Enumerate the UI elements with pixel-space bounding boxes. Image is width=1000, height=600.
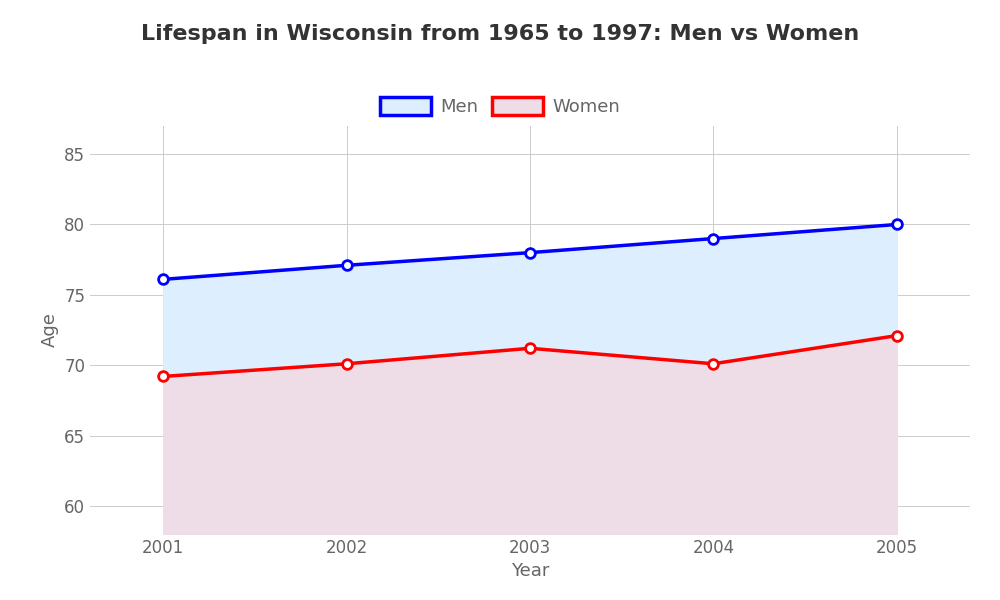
- Text: Lifespan in Wisconsin from 1965 to 1997: Men vs Women: Lifespan in Wisconsin from 1965 to 1997:…: [141, 24, 859, 44]
- Y-axis label: Age: Age: [41, 313, 59, 347]
- X-axis label: Year: Year: [511, 562, 549, 580]
- Legend: Men, Women: Men, Women: [373, 90, 627, 123]
